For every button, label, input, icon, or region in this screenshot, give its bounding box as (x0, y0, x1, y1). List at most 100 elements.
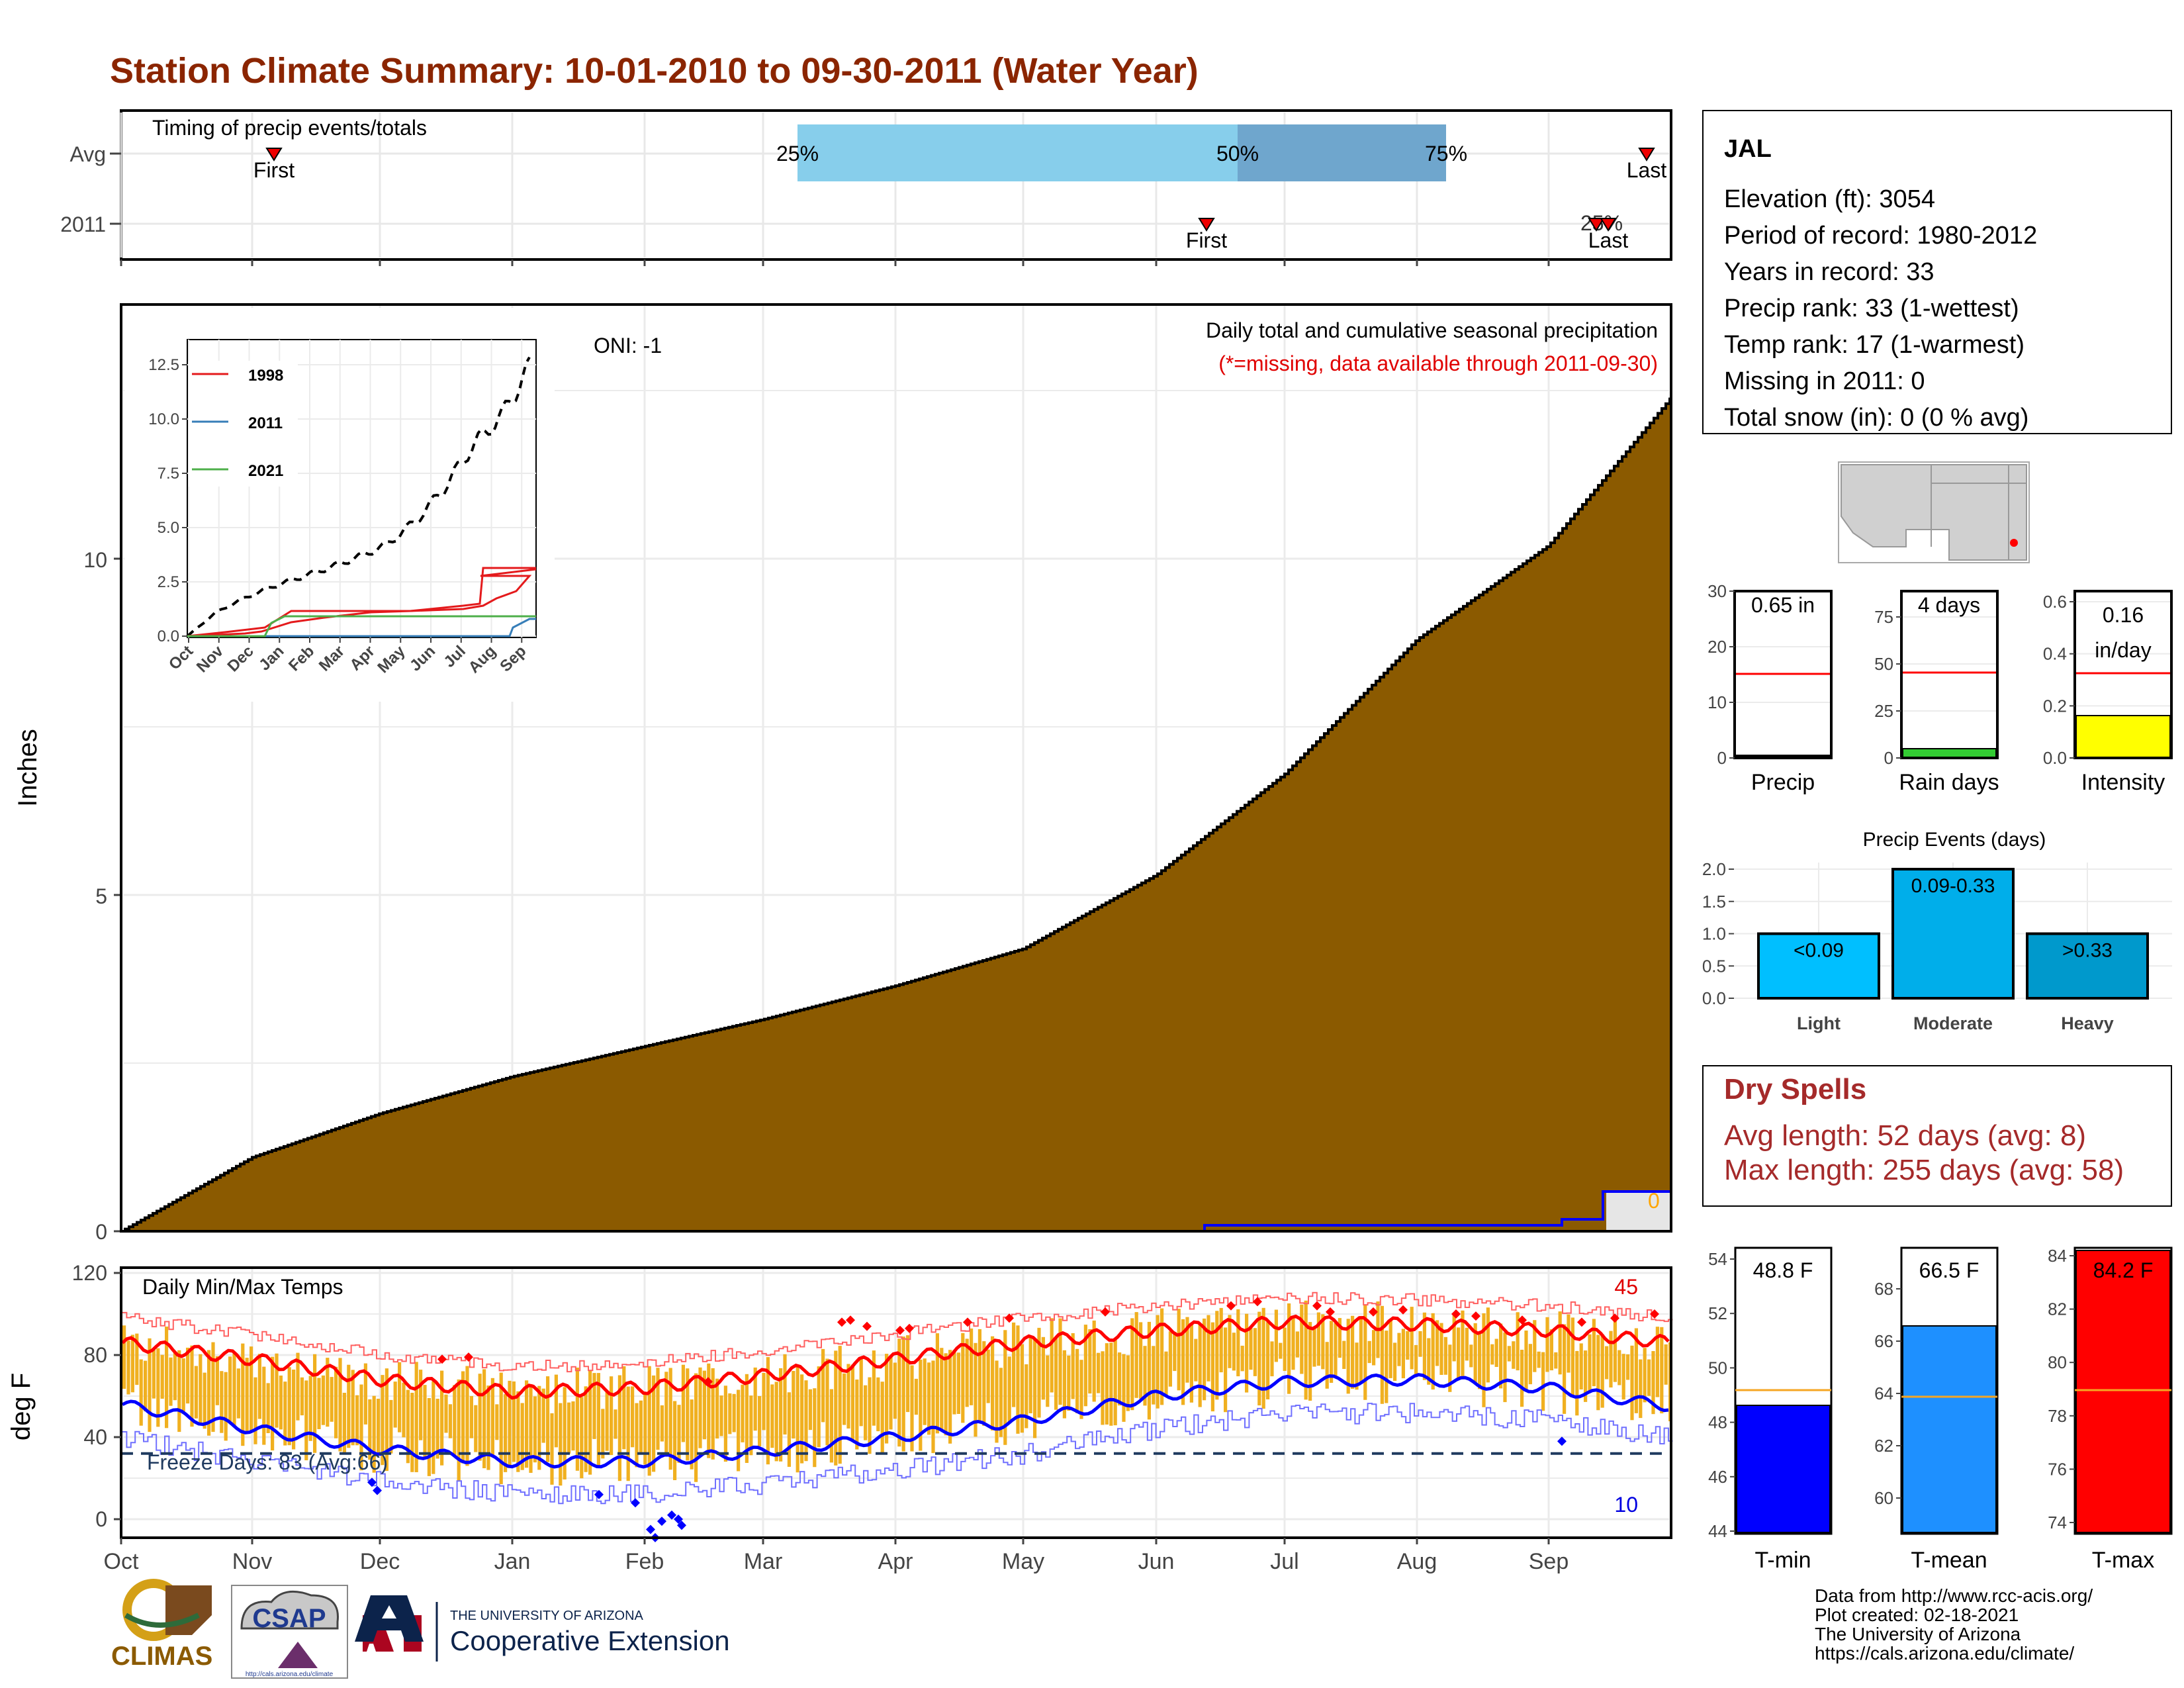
temp-day-bar (1291, 1315, 1295, 1370)
temp-day-bar (1443, 1336, 1447, 1375)
temp-day-bar (1249, 1327, 1253, 1370)
temp-day-bar (855, 1380, 859, 1450)
temp-day-bar (512, 1381, 516, 1462)
temp-day-bar (287, 1367, 291, 1446)
record-high-marker (895, 1325, 905, 1335)
temp-day-bar (668, 1368, 672, 1470)
temp-day-bar (1431, 1313, 1435, 1390)
temp-day-bar (1325, 1342, 1329, 1389)
temp-day-bar (1660, 1327, 1664, 1414)
mini-rain-yticks: 0 25 50 75 (1874, 607, 1901, 768)
temp-day-bar (1537, 1351, 1541, 1368)
temp-day-bar (1130, 1318, 1134, 1411)
temp-day-bar (1422, 1312, 1426, 1380)
temp-day-bar (220, 1371, 224, 1433)
temp-day-bar (876, 1377, 880, 1432)
record-markers (367, 1297, 1659, 1542)
events-bars: <0.09 Light 0.09-0.33 Moderate >0.33 Heavy (1757, 868, 2149, 1033)
temp-day-bar (927, 1362, 931, 1435)
temp-day-bar (1406, 1331, 1410, 1360)
tbar-ytick-label: 84 (2048, 1246, 2067, 1266)
max-count: 45 (1614, 1275, 1638, 1299)
tbar-ytick-label: 64 (1874, 1383, 1893, 1403)
record-min-line (122, 1403, 1673, 1505)
tbar-ytick-label: 82 (2048, 1299, 2067, 1319)
temp-day-bar (1134, 1312, 1138, 1398)
temp-day-bar (1312, 1327, 1316, 1367)
temp-day-bar (821, 1348, 825, 1423)
temp-day-bar (1270, 1341, 1274, 1377)
temp-day-bar (1257, 1311, 1261, 1406)
csap-wordmark: CSAP (252, 1604, 326, 1633)
q50-label: 50% (1216, 142, 1259, 165)
record-high-marker (704, 1377, 713, 1387)
precip-frame (120, 303, 1672, 1233)
temp-day-bar (1626, 1354, 1630, 1380)
temp-day-bar (1609, 1331, 1613, 1387)
temp-day-bar (631, 1386, 635, 1448)
temp-day-bar (1567, 1314, 1570, 1373)
temp-day-bar (1418, 1331, 1422, 1357)
temp-day-bar (173, 1352, 177, 1401)
inset-ytick-label: 2.5 (158, 573, 179, 591)
temp-day-bar (1363, 1305, 1367, 1400)
temp-day-bar (1554, 1352, 1558, 1369)
temp-day-bar (1558, 1311, 1562, 1375)
temp-day-bar (610, 1376, 614, 1456)
temp-day-bar (283, 1382, 287, 1446)
mini-ytick-label: 0.0 (2043, 748, 2067, 768)
temp-day-bar (1465, 1327, 1469, 1361)
temp-day-bar (1279, 1342, 1283, 1359)
temp-day-bar (1206, 1315, 1210, 1382)
temp-day-bar (402, 1382, 406, 1438)
temp-day-bar (440, 1370, 444, 1466)
record-high-marker (1369, 1307, 1378, 1317)
temp-day-bar (897, 1338, 901, 1447)
temp-day-bar (1012, 1322, 1016, 1407)
record-low-marker (674, 1515, 683, 1524)
temp-day-bar (1088, 1329, 1092, 1394)
temp-day-bar (135, 1333, 139, 1385)
dry-spells-avg: Avg length: 52 days (avg: 8) (1724, 1119, 2086, 1152)
events-bar (1757, 932, 1880, 1000)
temp-day-bar (563, 1387, 567, 1479)
temp-day-bar (571, 1401, 575, 1451)
temp-day-bar (342, 1393, 346, 1455)
dry-spells-max: Max length: 255 days (avg: 58) (1724, 1154, 2124, 1186)
temp-day-bar (995, 1360, 999, 1443)
temp-day-bar (567, 1402, 571, 1454)
y2011-first-label: First (1186, 228, 1227, 252)
temp-day-bar (762, 1373, 766, 1430)
temp-day-bar (592, 1373, 596, 1439)
y2011-overlap-label: 25% (1580, 211, 1623, 235)
events-title: Precip Events (days) (1863, 829, 2046, 851)
temp-day-bar (1647, 1359, 1651, 1396)
mini-ytick-label: 20 (1707, 637, 1727, 657)
inset-ytick-label: 0.0 (158, 628, 179, 645)
month-label: Apr (878, 1549, 913, 1574)
record-low-marker (646, 1524, 655, 1534)
temp-day-bar (1630, 1345, 1634, 1421)
tmean-bar (1902, 1325, 1997, 1533)
temp-day-bar (486, 1385, 490, 1470)
temp-day-bar (326, 1358, 330, 1427)
mini-int-value: 0.16 (2103, 603, 2144, 627)
precip-ytick-5: 5 (95, 884, 107, 908)
temp-day-bar (130, 1335, 134, 1393)
temp-day-bar (1372, 1330, 1376, 1366)
temp-day-bar (923, 1358, 927, 1425)
csap-cloud-icon (240, 1590, 339, 1630)
temp-day-bar (262, 1366, 266, 1445)
temp-day-bar (559, 1403, 563, 1486)
temp-day-bar (1541, 1352, 1545, 1411)
temp-day-bar (271, 1356, 275, 1451)
temp-day-bar (1083, 1325, 1087, 1407)
credit-line-3: The University of Arizona (1815, 1624, 2021, 1644)
temp-day-bar (359, 1384, 363, 1471)
avg-max-line (121, 1314, 1670, 1400)
temp-day-bar (737, 1389, 741, 1472)
temp-day-bar (1494, 1338, 1498, 1367)
record-high-marker (1253, 1297, 1262, 1307)
tmax-yticks: 74 76 78 80 82 84 (2048, 1246, 2075, 1532)
inset-yticks: 0.0 2.5 5.0 7.5 10.0 12.5 (148, 356, 187, 645)
